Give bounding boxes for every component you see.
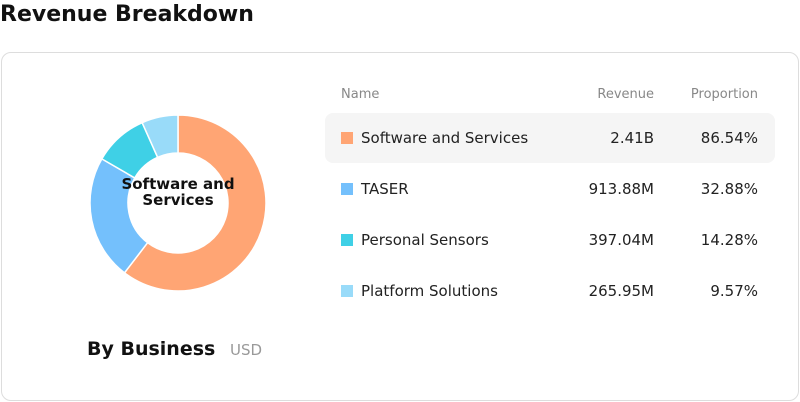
donut-slice (141, 114, 179, 159)
column-header: Revenue (597, 87, 654, 102)
revenue: 265.95M (588, 282, 654, 300)
legend-swatch (341, 234, 353, 246)
row-highlight (325, 113, 775, 163)
category-name[interactable]: TASER (361, 180, 409, 198)
proportion: 9.57% (710, 282, 758, 300)
donut-slice (123, 114, 267, 292)
category-name[interactable]: Personal Sensors (361, 231, 489, 249)
proportion: 14.28% (700, 231, 758, 249)
proportion: 32.88% (700, 180, 758, 198)
page-title: Revenue Breakdown (0, 2, 254, 27)
column-header: Proportion (690, 87, 758, 102)
legend-swatch (341, 132, 353, 144)
revenue: 397.04M (588, 231, 654, 249)
category-name[interactable]: Software and Services (361, 129, 529, 147)
revenue: 2.41B (610, 129, 654, 147)
legend-swatch (341, 183, 353, 195)
chart-title: By Business (87, 338, 216, 360)
category-name[interactable]: Platform Solutions (361, 282, 498, 300)
chart-subtitle: USD (230, 341, 263, 359)
revenue: 913.88M (588, 180, 654, 198)
center-label: Software and Services (121, 175, 235, 209)
column-header: Name (341, 87, 380, 102)
legend-swatch (341, 285, 353, 297)
proportion: 86.54% (700, 129, 758, 147)
card (1, 52, 799, 401)
